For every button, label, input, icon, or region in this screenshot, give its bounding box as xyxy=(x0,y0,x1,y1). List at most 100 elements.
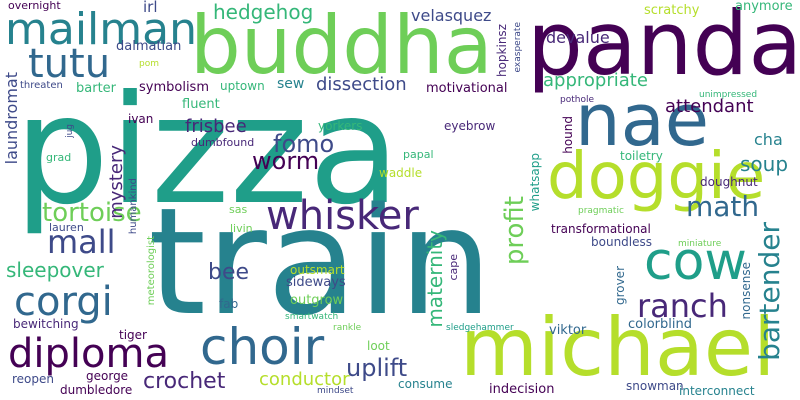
word-math: math xyxy=(686,190,760,223)
word-velasquez: velasquez xyxy=(411,6,492,25)
word-appropriate: appropriate xyxy=(543,70,648,91)
word-barter: barter xyxy=(76,81,117,96)
word-bewitching: bewitching xyxy=(13,317,79,331)
word-symbolism: symbolism xyxy=(139,80,209,95)
word-grover: grover xyxy=(613,266,627,306)
word-train: train xyxy=(148,176,493,348)
word-consume: consume xyxy=(398,377,453,391)
word-transformational: transformational xyxy=(551,222,651,236)
word-yorkers: yorkers xyxy=(318,119,363,133)
word-pom: pom xyxy=(139,59,159,69)
word-lauren: lauren xyxy=(49,221,84,234)
word-cow: cow xyxy=(644,232,747,292)
word-hedgehog: hedgehog xyxy=(213,0,314,24)
word-devalue: devalue xyxy=(546,28,610,47)
word-outgrow: outgrow xyxy=(290,293,344,308)
word-fomo: fomo xyxy=(273,130,335,158)
word-uplift: uplift xyxy=(346,354,408,382)
word-attendant: attendant xyxy=(665,96,754,117)
word-doggie: doggie xyxy=(547,140,766,214)
word-dissection: dissection xyxy=(316,74,407,95)
word-hound: hound xyxy=(561,116,575,154)
word-frisbee: frisbee xyxy=(185,116,247,137)
word-smartwatch: smartwatch xyxy=(285,312,339,322)
word-outsmart: outsmart xyxy=(290,263,345,277)
word-unimpressed: unimpressed xyxy=(699,90,758,100)
word-sew: sew xyxy=(277,76,305,92)
word-crochet: crochet xyxy=(143,369,226,394)
word-whatsapp: whatsapp xyxy=(528,153,542,212)
word-sas: sas xyxy=(229,203,248,216)
word-nae: nae xyxy=(575,78,710,162)
word-choir: choir xyxy=(200,318,325,376)
word-meteorologist: meteorologist xyxy=(146,236,157,306)
word-michael: michael xyxy=(460,301,776,394)
word-exasperate: exasperate xyxy=(513,22,523,73)
word-worm: worm xyxy=(252,147,320,175)
word-pothole: pothole xyxy=(560,95,594,105)
word-reopen: reopen xyxy=(12,372,54,386)
word-snowman: snowman xyxy=(626,379,684,393)
word-whisker: whisker xyxy=(266,193,419,239)
word-grad: grad xyxy=(46,151,72,164)
word-papal: papal xyxy=(403,148,434,161)
word-loot: loot xyxy=(367,339,390,353)
word-ranch: ranch xyxy=(637,287,728,325)
word-soup: soup xyxy=(740,152,789,176)
word-tutu: tutu xyxy=(28,41,111,87)
word-hopkinsz: hopkinsz xyxy=(495,24,509,78)
word-george: george xyxy=(86,369,129,383)
word-viktor: viktor xyxy=(549,323,587,338)
word-laundromat: laundromat xyxy=(2,72,21,165)
word-conductor: conductor xyxy=(259,369,350,390)
word-bee: bee xyxy=(208,260,250,285)
word-eyebrow: eyebrow xyxy=(444,119,496,133)
word-anymore: anymore xyxy=(735,0,793,14)
word-corgi: corgi xyxy=(14,279,113,325)
word-sideways: sideways xyxy=(286,275,346,290)
word-dalmatian: dalmatian xyxy=(116,39,182,54)
word-panda: panda xyxy=(527,0,800,95)
word-boundless: boundless xyxy=(591,235,653,249)
word-profit: profit xyxy=(500,196,530,266)
word-sledgehammer: sledgehammer xyxy=(446,323,514,333)
word-miniature: miniature xyxy=(678,239,722,249)
word-cha: cha xyxy=(754,130,783,149)
word-dumbledore: dumbledore xyxy=(60,383,133,397)
word-mailman: mailman xyxy=(5,4,197,55)
word-waddle: waddle xyxy=(379,166,423,180)
word-fluent: fluent xyxy=(182,97,220,112)
word-nonsense: nonsense xyxy=(739,262,753,320)
word-fab: fab xyxy=(219,297,239,311)
word-humankind: humankind xyxy=(128,178,139,235)
word-maternity: maternity xyxy=(423,230,447,328)
word-irl: irl xyxy=(143,0,158,16)
word-colorblind: colorblind xyxy=(628,317,692,332)
word-livin: livin xyxy=(230,222,253,235)
word-diploma: diploma xyxy=(8,331,169,377)
word-tiger: tiger xyxy=(119,328,147,342)
word-rankle: rankle xyxy=(333,323,362,333)
word-ivan: ivan xyxy=(128,112,154,126)
word-indecision: indecision xyxy=(489,382,555,397)
word-jug: jug xyxy=(65,124,75,138)
word-cape: cape xyxy=(447,254,460,281)
word-buddha: buddha xyxy=(190,0,493,92)
word-pragmatic: pragmatic xyxy=(578,206,624,216)
word-bartender: bartender xyxy=(753,222,786,361)
word-doughnut: doughnut xyxy=(700,175,758,189)
word-tortoise: tortoise xyxy=(42,198,142,228)
word-threaten: threaten xyxy=(20,80,63,91)
word-toiletry: toiletry xyxy=(620,149,663,163)
word-sleepover: sleepover xyxy=(6,258,104,282)
word-overnight: overnight xyxy=(8,0,61,12)
word-mall: mall xyxy=(47,223,116,261)
word-pizza: pizza xyxy=(14,64,401,238)
word-mindset: mindset xyxy=(317,386,354,396)
word-mystery: mystery xyxy=(106,145,127,219)
word-motivational: motivational xyxy=(426,81,508,96)
word-dumbfound: dumbfound xyxy=(191,136,255,149)
word-uptown: uptown xyxy=(220,79,265,93)
word-scratchy: scratchy xyxy=(644,3,700,18)
